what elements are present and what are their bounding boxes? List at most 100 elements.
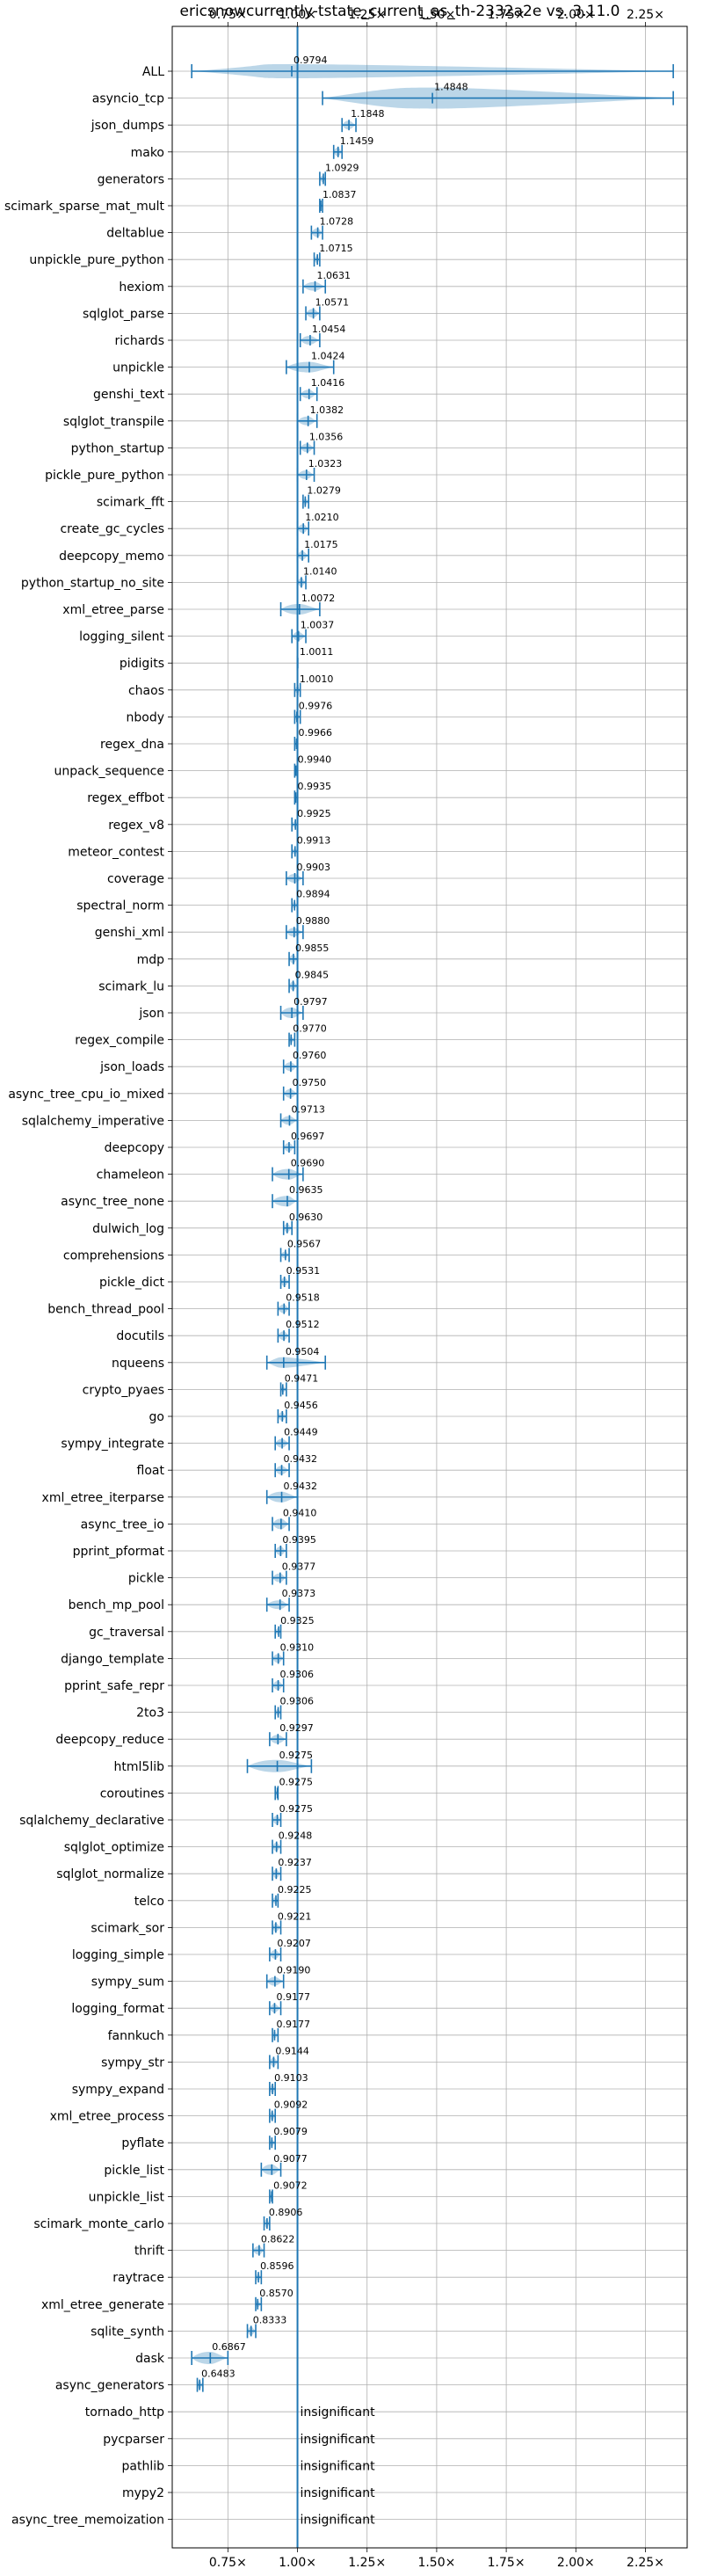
data-label: 0.9894 bbox=[296, 889, 330, 900]
benchmark-label: genshi_text bbox=[93, 388, 165, 402]
axes: 0.75× 0.75× 1.00× 1.00× 1.25× 1.25× 1.50× 1.50×… bbox=[4, 8, 688, 2570]
data-label: 0.9177 bbox=[276, 2019, 310, 2030]
data-label: 0.9976 bbox=[299, 700, 333, 711]
benchmark-label: scimark_sparse_mat_mult bbox=[4, 200, 164, 214]
benchmark-label: pyflate bbox=[121, 2136, 164, 2150]
data-label: 1.0728 bbox=[320, 216, 354, 228]
data-label: 0.9913 bbox=[297, 834, 331, 846]
data-label: 0.9935 bbox=[297, 781, 331, 792]
benchmark-label: json bbox=[138, 1007, 164, 1021]
benchmark-label: mako bbox=[131, 146, 164, 160]
benchmark-label: pprint_safe_repr bbox=[64, 1679, 164, 1693]
benchmark-label: xml_etree_iterparse bbox=[42, 1491, 164, 1505]
data-label: 1.0140 bbox=[303, 565, 337, 577]
benchmark-label: logging_simple bbox=[72, 1948, 164, 1962]
data-label: 0.9794 bbox=[294, 55, 328, 66]
x-tick-label-bottom: 1.75× bbox=[488, 2556, 525, 2570]
benchmark-label: regex_dna bbox=[100, 738, 164, 752]
data-label: 1.0175 bbox=[304, 539, 338, 550]
data-label: 1.0010 bbox=[300, 673, 334, 685]
benchmark-label: sqlglot_parse bbox=[83, 307, 164, 321]
data-label: 0.9471 bbox=[285, 1372, 319, 1384]
benchmark-label: create_gc_cycles bbox=[60, 522, 164, 536]
data-label: 0.9880 bbox=[296, 915, 330, 927]
data-label: 0.9432 bbox=[284, 1453, 318, 1465]
benchmark-label: html5lib bbox=[114, 1760, 165, 1774]
benchmark-label: async_tree_none bbox=[61, 1195, 164, 1209]
x-tick-label-top: 1.00× bbox=[279, 8, 316, 22]
data-label: 0.9630 bbox=[289, 1212, 323, 1223]
data-label: 0.8622 bbox=[261, 2234, 295, 2245]
data-label: 0.9797 bbox=[294, 996, 328, 1008]
data-label: 1.0279 bbox=[307, 485, 341, 497]
benchmark-label: scimark_monte_carlo bbox=[33, 2217, 164, 2231]
insignificant-label: insignificant bbox=[301, 2459, 376, 2473]
data-label: 0.9903 bbox=[296, 862, 330, 873]
benchmark-label: thrift bbox=[134, 2245, 165, 2259]
benchmark-label: sqlalchemy_declarative bbox=[19, 1814, 164, 1828]
benchmark-label: chaos bbox=[128, 684, 164, 698]
benchmark-label: deepcopy_memo bbox=[59, 549, 164, 564]
data-label: 1.0210 bbox=[305, 512, 339, 523]
data-label: 1.1459 bbox=[340, 135, 374, 147]
data-label: 1.4848 bbox=[434, 82, 468, 93]
benchmark-label: ALL bbox=[142, 65, 164, 79]
data-label: 0.9225 bbox=[278, 1884, 312, 1896]
benchmark-label: async_tree_io bbox=[81, 1517, 164, 1532]
benchmark-label: sympy_sum bbox=[91, 1976, 164, 1990]
data-label: 0.8906 bbox=[269, 2207, 303, 2218]
data-label: 0.8596 bbox=[260, 2260, 294, 2272]
benchmark-label: telco bbox=[134, 1895, 164, 1909]
data-label: 1.0454 bbox=[312, 324, 346, 335]
benchmark-label: scimark_lu bbox=[98, 979, 164, 993]
data-label: 0.9177 bbox=[276, 1991, 310, 2003]
benchmark-label: dulwich_log bbox=[92, 1222, 164, 1236]
data-label: 0.9306 bbox=[280, 1696, 315, 1707]
data-label: 1.0715 bbox=[319, 243, 353, 254]
benchmark-label: deepcopy_reduce bbox=[55, 1733, 164, 1747]
data-label: 0.9275 bbox=[279, 1750, 314, 1761]
benchmark-label: json_dumps bbox=[91, 119, 164, 133]
benchmark-label: sqlite_synth bbox=[91, 2325, 164, 2339]
data-label: 1.0037 bbox=[301, 620, 335, 631]
data-label: 1.0416 bbox=[311, 377, 345, 389]
data-label: 1.0356 bbox=[309, 431, 344, 442]
data-label: 0.9925 bbox=[297, 808, 331, 819]
benchmark-label: regex_v8 bbox=[108, 819, 164, 833]
benchmark-label: gc_traversal bbox=[89, 1626, 164, 1640]
benchmark-label: chameleon bbox=[97, 1168, 164, 1182]
data-label: 0.9432 bbox=[284, 1481, 318, 1492]
data-label: 0.9966 bbox=[298, 727, 332, 739]
data-label: 0.9237 bbox=[278, 1857, 312, 1868]
benchmark-label: regex_effbot bbox=[87, 791, 164, 805]
benchmark-label: xml_etree_process bbox=[50, 2110, 164, 2124]
data-label: 1.0631 bbox=[317, 270, 352, 281]
data-label: 0.9221 bbox=[278, 1910, 312, 1922]
data-label: 0.9855 bbox=[295, 942, 330, 954]
data-label: 1.1848 bbox=[351, 108, 385, 120]
benchmark-label: dask bbox=[135, 2352, 165, 2366]
benchmark-label: pickle_dict bbox=[99, 1276, 165, 1290]
benchmark-label: deepcopy bbox=[105, 1141, 164, 1155]
benchmark-label: unpickle_list bbox=[89, 2190, 165, 2204]
benchmark-label: sqlalchemy_imperative bbox=[22, 1114, 164, 1128]
data-label: 0.9103 bbox=[274, 2072, 308, 2084]
benchmark-label: pickle_pure_python bbox=[45, 469, 164, 483]
benchmark-label: unpickle bbox=[112, 361, 164, 375]
benchmark-label: richards bbox=[115, 334, 165, 348]
benchmark-label: xml_etree_parse bbox=[62, 603, 164, 617]
benchmark-label: pidigits bbox=[120, 657, 164, 671]
benchmark-label: coroutines bbox=[100, 1786, 164, 1801]
benchmark-label: logging_format bbox=[71, 2002, 164, 2016]
data-label: 0.9306 bbox=[280, 1669, 315, 1680]
data-label: 0.9325 bbox=[280, 1615, 315, 1626]
insignificant-label: insignificant bbox=[301, 2486, 376, 2500]
benchmark-label: async_tree_cpu_io_mixed bbox=[8, 1088, 164, 1102]
data-label: 0.9456 bbox=[284, 1400, 318, 1411]
benchmark-label: docutils bbox=[116, 1329, 164, 1343]
benchmark-label: float bbox=[137, 1464, 165, 1478]
benchmark-label: fannkuch bbox=[108, 2029, 164, 2043]
benchmark-label: nbody bbox=[127, 710, 165, 724]
benchmark-label: coverage bbox=[107, 872, 164, 886]
